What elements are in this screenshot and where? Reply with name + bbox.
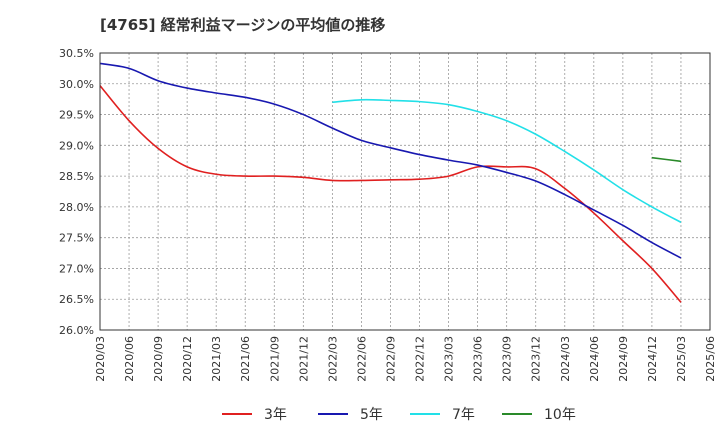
y-tick-label: 28.5%	[59, 170, 94, 183]
x-tick-label: 2021/12	[297, 336, 310, 382]
legend-label: 10年	[544, 407, 576, 423]
y-tick-label: 29.0%	[59, 139, 94, 152]
x-tick-label: 2024/03	[559, 336, 572, 382]
x-tick-label: 2022/06	[355, 336, 368, 382]
x-tick-label: 2021/03	[210, 336, 223, 382]
x-axis: 2020/03 2020/06 2020/09 2020/12 2021/03 2021/…	[94, 336, 717, 382]
series-line-3	[332, 98, 682, 223]
legend-label: 5年	[360, 407, 383, 423]
x-tick-label: 2023/03	[443, 336, 456, 382]
series-lines	[99, 62, 682, 303]
y-tick-label: 27.0%	[59, 262, 94, 275]
y-tick-label: 29.5%	[59, 109, 94, 122]
chart-title: [4765] 経常利益マージンの平均値の推移	[100, 16, 385, 34]
x-tick-label: 2022/03	[326, 336, 339, 382]
y-tick-label: 28.0%	[59, 201, 94, 214]
x-tick-label: 2022/09	[384, 336, 397, 382]
x-tick-label: 2020/12	[181, 336, 194, 382]
x-tick-label: 2025/03	[675, 336, 688, 382]
x-tick-label: 2022/12	[414, 336, 427, 382]
series-line-4	[651, 156, 682, 163]
legend: 3年 5年 7年 10年	[222, 407, 576, 423]
legend-label: 7年	[452, 407, 475, 423]
x-tick-label: 2020/06	[123, 336, 136, 382]
plot-frame	[99, 52, 711, 331]
x-tick-label: 2024/06	[588, 336, 601, 382]
x-tick-label: 2024/12	[646, 336, 659, 382]
x-tick-label: 2023/12	[530, 336, 543, 382]
x-tick-label: 2020/03	[94, 336, 107, 382]
series-line-2	[99, 62, 682, 259]
x-tick-label: 2021/06	[239, 336, 252, 382]
y-tick-label: 27.5%	[59, 232, 94, 245]
x-tick-label: 2021/09	[268, 336, 281, 382]
y-tick-label: 30.0%	[59, 78, 94, 91]
x-tick-label: 2023/06	[472, 336, 485, 382]
x-tick-label: 2025/06	[704, 336, 717, 382]
y-tick-label: 26.0%	[59, 324, 94, 337]
legend-label: 3年	[264, 407, 287, 423]
x-tick-label: 2023/09	[501, 336, 514, 382]
x-tick-label: 2020/09	[152, 336, 165, 382]
y-axis: 30.5% 30.0% 29.5% 29.0% 28.5% 28.0% 27.5% 27.0%…	[59, 47, 94, 337]
y-tick-label: 26.5%	[59, 293, 94, 306]
x-tick-label: 2024/09	[617, 336, 630, 382]
grid	[99, 52, 711, 331]
y-tick-label: 30.5%	[59, 47, 94, 60]
